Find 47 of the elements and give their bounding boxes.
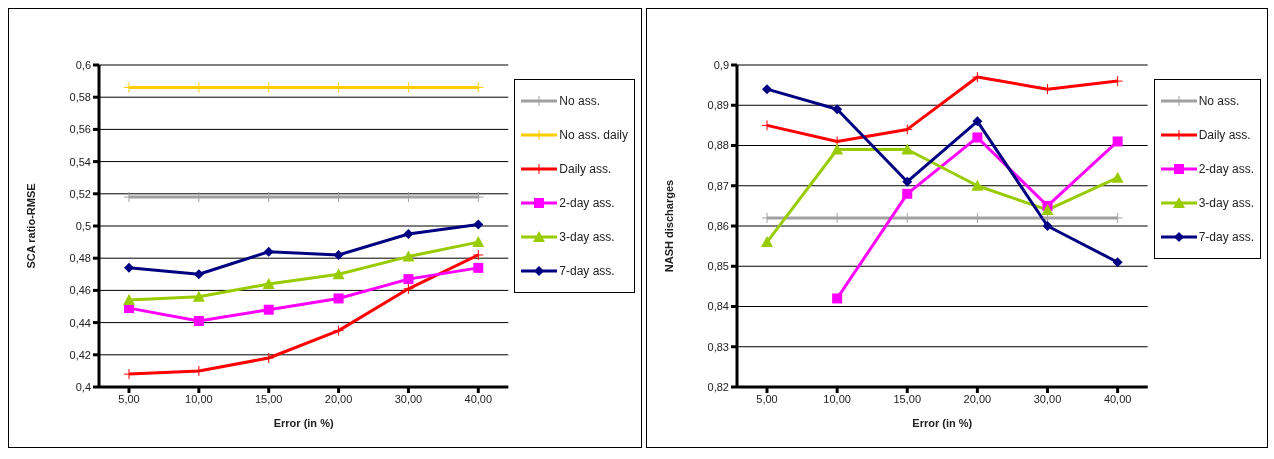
- y-axis-title: SCA ratio-RMSE: [24, 183, 37, 269]
- y-tick-label: 0,88: [707, 139, 729, 152]
- x-axis-title: Error (in %): [912, 417, 973, 429]
- x-axis-title: Error (in %): [273, 417, 334, 429]
- y-tick-label: 0,86: [707, 219, 729, 232]
- y-tick-label: 0,4: [75, 380, 91, 393]
- x-tick-label: 30,00: [394, 392, 423, 405]
- x-tick-label: 40,00: [464, 392, 493, 405]
- y-tick-label: 0,82: [707, 380, 729, 393]
- legend-label: No ass.: [1198, 94, 1240, 108]
- x-tick-label: 10,00: [185, 392, 213, 405]
- y-tick-label: 0,6: [75, 58, 91, 71]
- legend-label: 7-day ass.: [1198, 230, 1254, 244]
- y-tick-label: 0,54: [69, 155, 91, 168]
- legend-label: No ass. daily: [559, 128, 628, 142]
- y-tick-label: 0,44: [69, 316, 91, 329]
- x-tick-label: 30,00: [1033, 392, 1062, 405]
- legend-label: 2-day ass.: [1198, 162, 1254, 176]
- legend-label: 3-day ass.: [1198, 196, 1254, 210]
- legend-label: 7-day ass.: [559, 264, 615, 278]
- x-tick-label: 5,00: [756, 392, 778, 405]
- y-tick-label: 0,58: [69, 91, 91, 104]
- y-axis-title: NASH discharges: [662, 179, 675, 273]
- x-tick-label: 10,00: [823, 392, 851, 405]
- y-tick-label: 0,5: [75, 219, 91, 232]
- y-tick-label: 0,87: [707, 179, 729, 192]
- y-tick-label: 0,89: [707, 99, 729, 112]
- y-tick-label: 0,9: [713, 58, 729, 71]
- y-tick-label: 0,56: [69, 123, 91, 136]
- x-tick-label: 15,00: [893, 392, 922, 405]
- x-tick-label: 40,00: [1103, 392, 1132, 405]
- legend-label: No ass.: [559, 94, 600, 108]
- legend-label: 3-day ass.: [559, 230, 615, 244]
- x-tick-label: 15,00: [254, 392, 283, 405]
- y-tick-label: 0,48: [69, 252, 91, 265]
- x-tick-label: 5,00: [118, 392, 140, 405]
- y-tick-label: 0,84: [707, 300, 729, 313]
- x-tick-label: 20,00: [963, 392, 992, 405]
- y-tick-label: 0,83: [707, 340, 729, 353]
- legend-label: Daily ass.: [559, 162, 612, 176]
- legend-label: Daily ass.: [1198, 128, 1251, 142]
- y-tick-label: 0,46: [69, 284, 91, 297]
- x-tick-label: 20,00: [324, 392, 353, 405]
- y-tick-label: 0,52: [69, 187, 91, 200]
- y-tick-label: 0,85: [707, 260, 729, 273]
- y-tick-label: 0,42: [69, 348, 91, 361]
- legend-label: 2-day ass.: [559, 196, 615, 210]
